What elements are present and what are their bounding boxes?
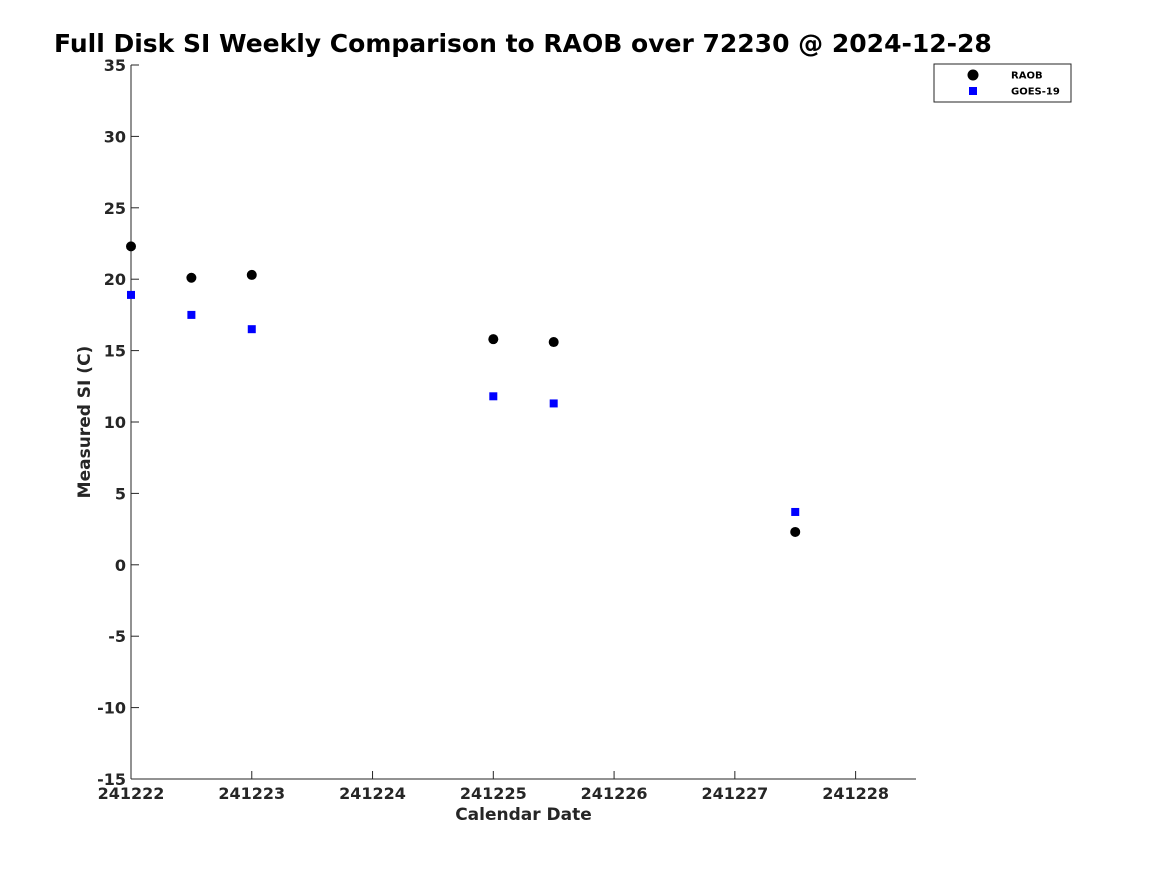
- raob-point: [186, 272, 197, 283]
- goes-19-point: [549, 399, 558, 408]
- y-tick-label: -5: [108, 627, 126, 646]
- series-raob: [126, 241, 801, 537]
- x-tick-label: 241228: [822, 784, 889, 803]
- goes-19-point: [489, 392, 498, 401]
- legend-label-goes-19: GOES-19: [1011, 87, 1060, 98]
- x-tick-label: 241227: [701, 784, 768, 803]
- y-tick-label: 20: [104, 270, 126, 289]
- y-tick-label: 35: [104, 56, 126, 75]
- y-tick-label: 25: [104, 199, 126, 218]
- raob-point: [246, 269, 257, 280]
- y-axis: 35 30 25 20 15 10 5 0 -5 -10 -15: [97, 56, 139, 789]
- raob-point: [488, 334, 499, 345]
- x-tick-label: 241224: [339, 784, 406, 803]
- legend-marker-raob: [967, 69, 979, 81]
- y-tick-label: 5: [115, 484, 126, 503]
- x-axis-title: Calendar Date: [455, 805, 592, 825]
- goes-19-point: [791, 507, 800, 516]
- x-axis: 241222 241223 241224 241225 241226 241227 2412…: [98, 771, 889, 803]
- chart-title: Full Disk SI Weekly Comparison to RAOB o…: [54, 29, 992, 58]
- legend-box: [933, 63, 1072, 103]
- y-tick-label: -15: [97, 770, 126, 789]
- raob-point: [126, 241, 136, 252]
- x-tick-label: 241222: [98, 784, 165, 803]
- goes-19-point: [127, 290, 135, 299]
- y-tick-label: 10: [104, 413, 126, 432]
- y-tick-label: 15: [104, 342, 126, 361]
- x-tick-label: 241225: [460, 784, 527, 803]
- y-tick-label: 0: [115, 556, 126, 575]
- raob-point: [548, 337, 559, 348]
- y-tick-label: 30: [104, 127, 126, 146]
- data-markers: [126, 241, 801, 537]
- legend: RAOB GOES-19: [933, 63, 1072, 103]
- series-goes-19: [127, 290, 800, 516]
- goes-19-point: [247, 325, 256, 334]
- goes-19-point: [187, 310, 196, 319]
- x-tick-label: 241223: [218, 784, 285, 803]
- x-tick-label: 241226: [581, 784, 648, 803]
- y-axis-title: Measured SI (C): [75, 346, 95, 499]
- legend-label-raob: RAOB: [1011, 71, 1043, 82]
- y-tick-label: -10: [97, 699, 126, 718]
- raob-point: [790, 526, 801, 537]
- legend-marker-goes-19: [969, 87, 977, 95]
